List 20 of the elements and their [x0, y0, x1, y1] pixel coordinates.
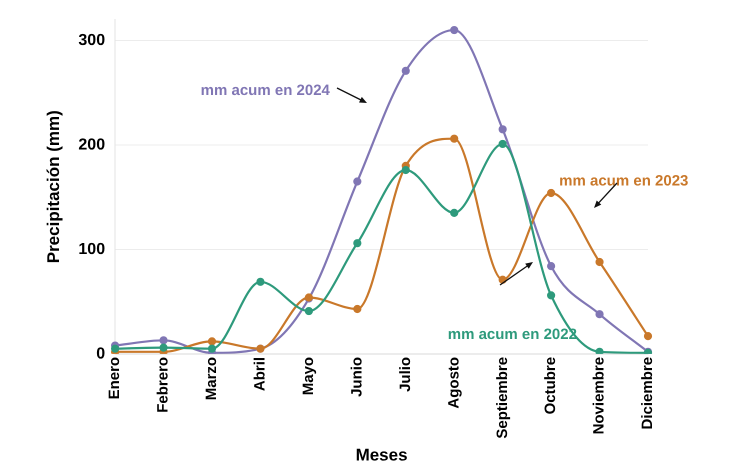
y-tick-label: 100 [78, 240, 106, 258]
series-label: mm acum en 2023 [559, 172, 688, 190]
x-tick-label: Julio [396, 356, 414, 392]
text: mm acum en 2024 [200, 82, 331, 99]
x-tick-label: Octubre [542, 356, 560, 414]
y-axis-title: Precipitación (mm) [44, 110, 63, 264]
x-axis-title: Meses [356, 445, 408, 464]
x-tick-label: Mayo [300, 356, 318, 396]
y-tick-label: 300 [78, 32, 106, 49]
x-tick-label: Noviembre [590, 356, 608, 434]
x-tick-label: Marzo [203, 356, 220, 400]
x-tick-label: Agosto [445, 356, 462, 409]
x-tick-label: Abril [252, 356, 269, 392]
x-tick-label: Enero [106, 356, 124, 400]
y-tick-label: 0 [96, 345, 106, 362]
x-tick-label: Diciembre [639, 356, 656, 430]
x-tick-label: Septiembre [494, 356, 511, 439]
x-tick-label: Febrero [154, 356, 172, 413]
x-tick-label: Junio [348, 356, 366, 397]
y-tick-label: 200 [78, 136, 106, 154]
